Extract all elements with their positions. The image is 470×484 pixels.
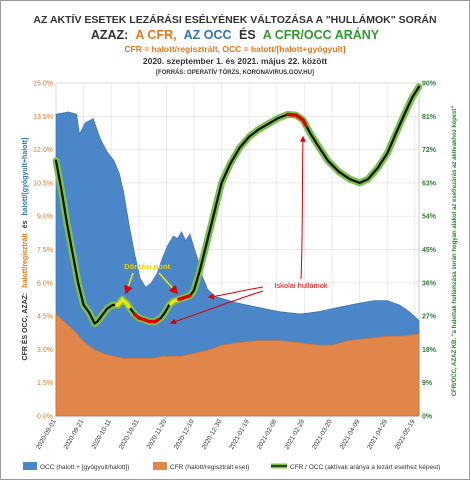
x-tick-label: 2021-02-28 [283,418,306,451]
x-tick-label: 2020-09-21 [63,418,86,451]
legend-swatch-cfr [153,462,167,470]
cfr-area-layer [55,313,420,417]
y-left-tick-label: 0.0% [37,414,53,421]
x-tick-label: 2021-03-20 [311,418,334,451]
arrow-dontesi-1 [124,272,134,295]
x-tick-label: 2020-09-01 [35,418,58,451]
ratio-highlight-red-3 [177,294,192,302]
x-tick-label: 2021-05-19 [394,418,417,451]
chart-date-range: 2020. szeptember 1. és 2021. május 22. k… [143,56,327,66]
left-axis-title-part4: halott/[gyógyult+halott] [22,138,29,216]
arrow-iskolai-2 [169,290,264,325]
y-left-tick-label: 7.5% [37,247,53,254]
x-tick-label: 2021-04-29 [366,418,389,451]
left-axis-title-part2: halott/regisztrált [22,233,29,288]
y-right-tick-label: 0% [422,414,433,421]
legend-label-occ: OCC (halott + [gyógyult/halott]) [40,464,129,471]
chart-subtitle: CFR = halott/regisztrált, OCC = halott/[… [124,44,345,54]
ratio-highlight-yellow-0 [115,296,131,309]
title-part-ratio: A CFR/OCC ARÁNY [263,27,380,42]
left-axis-title: CFR ÉS OCC, AZAZ: halott/regisztrált és … [20,138,29,361]
y-left-tick-label: 9.0% [37,214,53,221]
title-part-azaz: AZAZ: [91,28,129,42]
y-right-tick-label: 27% [422,314,437,321]
y-left-tick-label: 12.0% [33,147,53,154]
y-right-tick-label: 18% [422,347,437,354]
occ-area-layer [55,111,420,417]
y-right-tick-label: 36% [422,280,437,287]
legend-swatch-occ [23,462,37,470]
legend: OCC (halott + [gyógyult/halott]) CFR (ha… [23,462,440,471]
title-part-occ: AZ OCC [184,28,232,42]
left-axis-title-part1: CFR ÉS OCC, AZAZ: [20,293,29,361]
y-right-tick-label: 63% [422,180,437,187]
x-tick-label: 2021-01-19 [228,418,251,451]
left-axis-title-part3: és [22,220,29,228]
y-right-tick-label: 9% [422,380,433,387]
legend-label-ratio: CFR / OCC (aktívak aránya a lezárt eseth… [290,464,440,471]
chart-source: [FORRÁS: OPERATÍV TÖRZS, KORONAVIRUS.GOV… [156,68,314,76]
y-left-tick-label: 1.5% [37,380,53,387]
y-left-tick-label: 13.5% [33,114,53,121]
x-tick-label: 2020-10-31 [118,418,141,451]
annotation-iskolai-hullamok: Iskolai hullámok [274,281,328,290]
y-left-tick-label: 10.5% [33,180,53,187]
y-right-tick-label: 45% [422,247,437,254]
arrow-dontesi-2 [158,272,179,295]
title-part-es: ÉS [239,27,256,42]
title-part-cfr: A CFR, [135,28,176,42]
ratio-line [54,85,421,325]
ratio-highlight-red-4 [286,112,308,127]
x-tick-label: 2020-12-30 [201,418,224,451]
chart-title-line2: AZAZ: A CFR, AZ OCC ÉS A CFR/OCC ARÁNY [91,27,380,42]
y-right-tick-label: 54% [422,214,437,221]
annotation-dontesi-pont: Döntési pont [124,262,170,271]
y-left-tick-label: 3.0% [37,347,53,354]
y-right-tick-label: 81% [422,114,437,121]
occ-area [55,111,420,417]
right-axis-title: CFR/OCC, AZAZ KB. "a halottak hullámzása… [452,106,458,397]
x-tick-label: 2021-04-09 [339,418,362,451]
y-right-tick-label: 90% [422,81,437,88]
ratio-line-layer [52,83,423,327]
arrow-iskolai-1 [207,286,264,300]
y-left-tick-label: 15.0% [33,81,53,88]
x-tick-label: 2020-12-10 [173,418,196,451]
y-right-tick-label: 72% [422,147,437,154]
y-left-tick-label: 4.5% [37,314,53,321]
legend-label-cfr: CFR (halott/regisztrált eset) [170,464,249,471]
arrow-iskolai-3 [299,135,306,280]
x-tick-label: 2020-10-11 [90,418,113,450]
x-tick-label: 2020-11-20 [146,418,169,450]
chart-title: AZ AKTÍV ESETEK LEZÁRÁSI ESÉLYÉNEK VÁLTO… [33,13,436,26]
y-left-tick-label: 6.0% [37,280,53,287]
cfr-area [55,313,420,417]
ratio-highlight-red-1 [133,312,160,324]
x-tick-label: 2021-02-08 [256,418,279,451]
ratio-highlight-yellow-2 [168,297,181,306]
